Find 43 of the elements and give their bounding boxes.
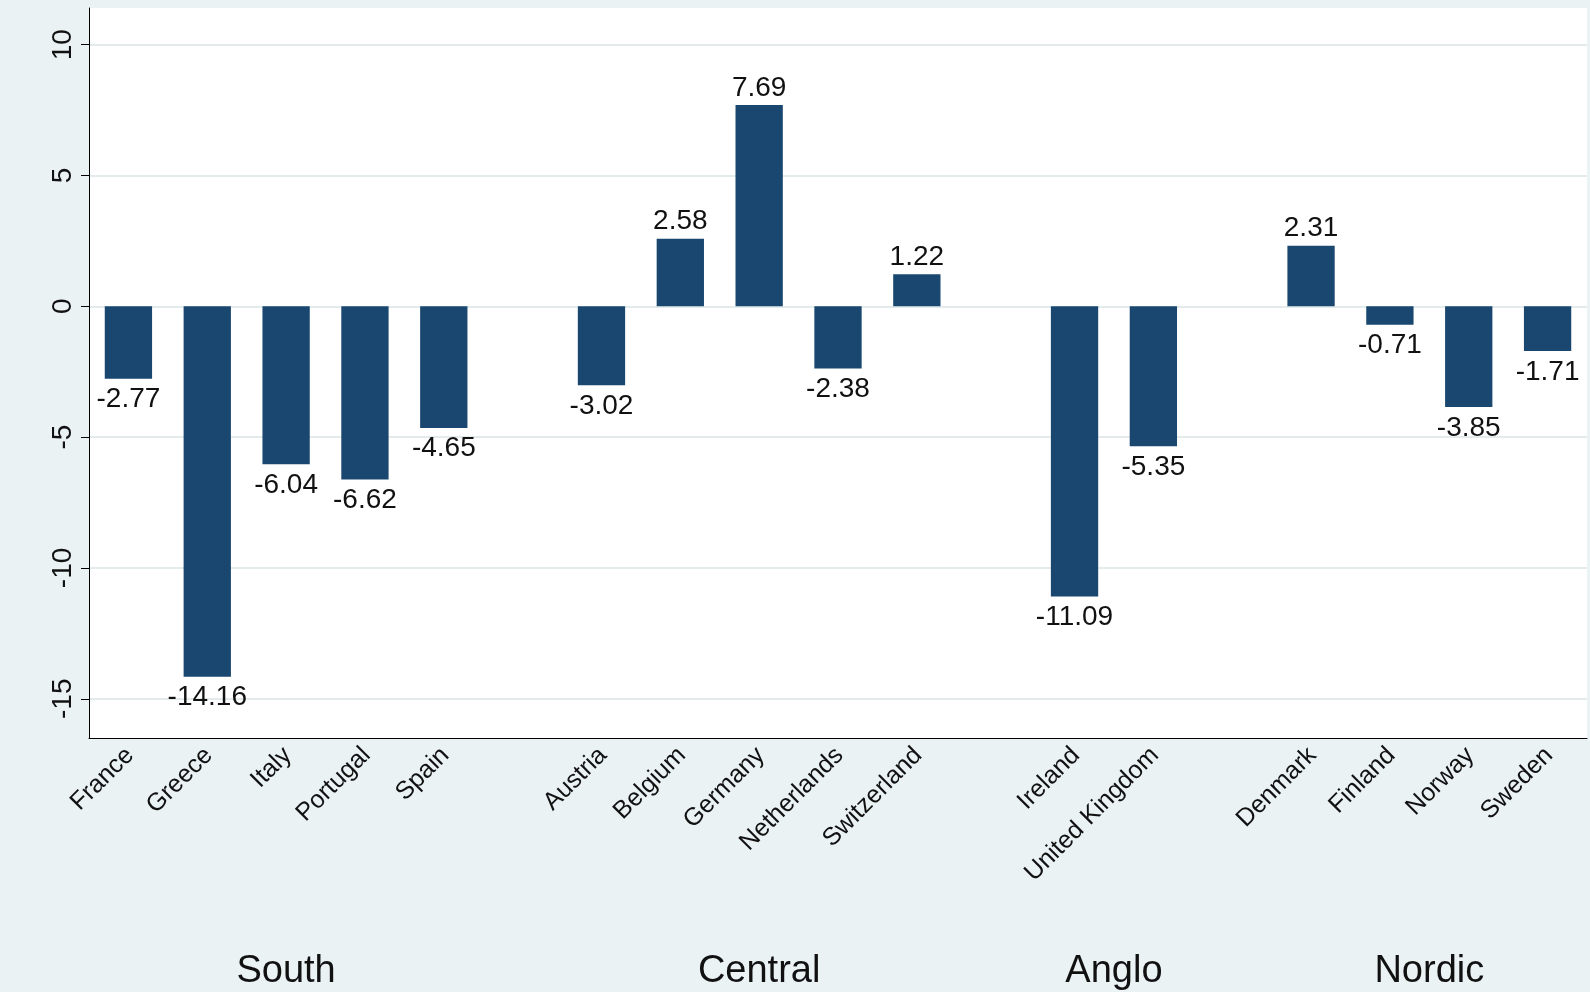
y-tick-label: -5 [45,424,77,450]
x-tick-label: Italy [243,739,297,793]
data-label: -11.09 [1035,599,1114,631]
y-tick-label: -15 [45,678,77,719]
bar [1129,306,1178,447]
bar [577,306,626,386]
y-tick-label: -10 [45,547,77,589]
text: South [236,948,336,990]
bar [814,306,862,369]
data-label: 7.69 [731,70,787,102]
data-label: -1.71 [1515,354,1580,386]
text: Anglo [1065,948,1163,990]
bar [656,238,704,307]
data-label: 2.31 [1283,211,1339,243]
data-label: -14.16 [167,680,247,712]
bar [1445,306,1493,408]
data-label: -0.71 [1357,328,1422,360]
bar [262,306,310,465]
y-tick-label: 10 [45,29,77,61]
text: Central [697,948,821,990]
y-tick-label: 0 [45,298,77,315]
bar [1523,306,1572,352]
data-label: -3.02 [569,388,634,420]
data-label: -2.38 [806,372,870,404]
bar [1366,306,1414,325]
data-label: -3.85 [1436,410,1501,442]
data-label: 2.58 [653,204,708,236]
y-tick-label: 5 [45,167,77,184]
data-label: -2.77 [96,382,161,414]
bar [735,105,783,307]
bar [341,306,389,480]
bar [1287,245,1335,307]
data-label: -6.04 [254,467,319,499]
bar [104,306,153,379]
bar [1050,306,1099,597]
bar [893,274,941,307]
data-label: -4.65 [411,431,476,463]
bar [183,306,231,677]
data-label: -5.35 [1121,449,1186,481]
text: Nordic [1374,948,1485,990]
bar [420,306,468,428]
data-label: 1.22 [889,239,945,271]
data-label: -6.62 [333,482,397,514]
